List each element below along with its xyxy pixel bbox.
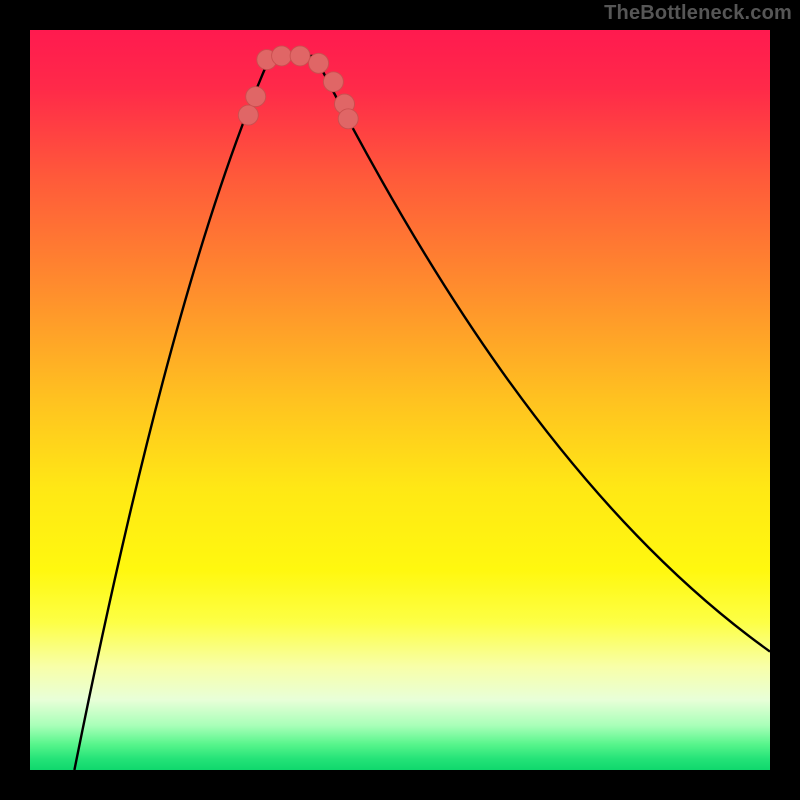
gradient-background: [30, 30, 770, 770]
marker-point: [246, 87, 266, 107]
plot-svg: [30, 30, 770, 770]
marker-point: [272, 46, 292, 66]
watermark-text: TheBottleneck.com: [604, 2, 792, 25]
marker-point: [238, 105, 258, 125]
chart-container: TheBottleneck.com: [0, 0, 800, 800]
plot-area: [30, 30, 770, 770]
marker-point: [290, 46, 310, 66]
marker-point: [323, 72, 343, 92]
marker-point: [338, 109, 358, 129]
marker-point: [309, 53, 329, 73]
